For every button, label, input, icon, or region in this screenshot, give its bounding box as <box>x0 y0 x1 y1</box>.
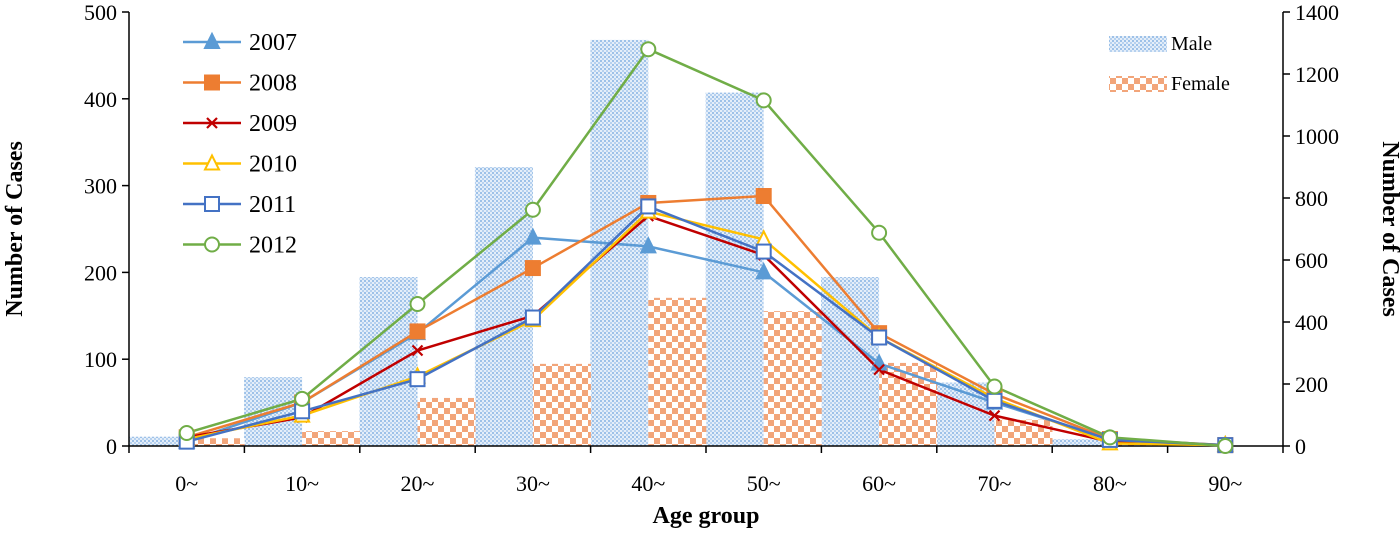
y-left-tick-label: 300 <box>84 174 117 199</box>
y-right-tick-label: 600 <box>1295 248 1328 273</box>
y-left-tick-label: 100 <box>84 347 117 372</box>
legend-label-2011: 2011 <box>249 192 296 218</box>
bar-female-70 <box>995 420 1053 446</box>
legend-label-2012: 2012 <box>249 233 297 259</box>
point-2012-80 <box>1103 430 1117 444</box>
point-2011-40 <box>641 199 655 213</box>
y-left-tick-label: 200 <box>84 260 117 285</box>
point-2012-50 <box>757 93 771 107</box>
legend-marker-2011 <box>205 197 219 211</box>
point-2011-30 <box>526 311 540 325</box>
bar-female-60 <box>879 363 937 446</box>
y-right-tick-label: 1200 <box>1295 62 1339 87</box>
legend-label-female: Female <box>1171 73 1230 95</box>
x-tick-label-70: 70~ <box>978 471 1012 496</box>
legend-label-male: Male <box>1171 33 1212 55</box>
bar-female-30 <box>533 364 591 446</box>
y-right-tick-label: 800 <box>1295 186 1328 211</box>
point-2012-70 <box>988 379 1002 393</box>
point-2012-20 <box>411 297 425 311</box>
x-tick-label-90: 90~ <box>1208 471 1242 496</box>
x-tick-label-10: 10~ <box>285 471 319 496</box>
legend-swatch-male <box>1109 36 1167 52</box>
point-2008-20 <box>411 324 425 338</box>
bar-male-0 <box>129 437 187 446</box>
legend-swatch-female <box>1109 76 1167 92</box>
y-right-tick-label: 1400 <box>1295 0 1339 25</box>
bar-female-10 <box>302 431 360 446</box>
bar-male-30 <box>475 167 533 446</box>
point-2012-90 <box>1218 439 1232 453</box>
y-left-tick-label: 0 <box>106 434 117 459</box>
y-right-tick-label: 1000 <box>1295 124 1339 149</box>
point-2012-10 <box>295 392 309 406</box>
point-2011-70 <box>988 394 1002 408</box>
y-axis-title-right: Number of Cases <box>1377 141 1400 317</box>
y-right-tick-label: 200 <box>1295 372 1328 397</box>
x-tick-label-30: 30~ <box>516 471 550 496</box>
point-2012-60 <box>872 226 886 240</box>
x-axis-title: Age group <box>653 503 760 529</box>
legend-label-2010: 2010 <box>249 152 297 178</box>
x-tick-label-20: 20~ <box>401 471 435 496</box>
x-tick-label-50: 50~ <box>747 471 781 496</box>
legend-label-2008: 2008 <box>249 71 297 97</box>
y-right-tick-label: 400 <box>1295 310 1328 335</box>
y-axis-title-left: Number of Cases <box>2 141 28 317</box>
legend-marker-2012 <box>205 238 219 252</box>
point-2011-60 <box>872 331 886 345</box>
x-tick-label-40: 40~ <box>631 471 665 496</box>
legend-label-2009: 2009 <box>249 111 297 137</box>
bar-female-20 <box>418 398 476 446</box>
point-2008-50 <box>757 189 771 203</box>
x-tick-label-0: 0~ <box>175 471 198 496</box>
x-tick-label-80: 80~ <box>1093 471 1127 496</box>
y-right-tick-label: 0 <box>1295 434 1306 459</box>
point-2011-20 <box>411 372 425 386</box>
y-left-tick-label: 500 <box>84 0 117 25</box>
point-2012-30 <box>526 203 540 217</box>
legend-marker-2008 <box>205 76 219 90</box>
legend-label-2007: 2007 <box>249 30 297 56</box>
point-2012-40 <box>641 42 655 56</box>
y-left-tick-label: 400 <box>84 87 117 112</box>
x-tick-label-60: 60~ <box>862 471 896 496</box>
bar-female-50 <box>764 311 822 446</box>
point-2011-50 <box>757 245 771 259</box>
bar-female-40 <box>648 298 706 446</box>
point-2008-30 <box>526 261 540 275</box>
point-2012-0 <box>180 426 194 440</box>
